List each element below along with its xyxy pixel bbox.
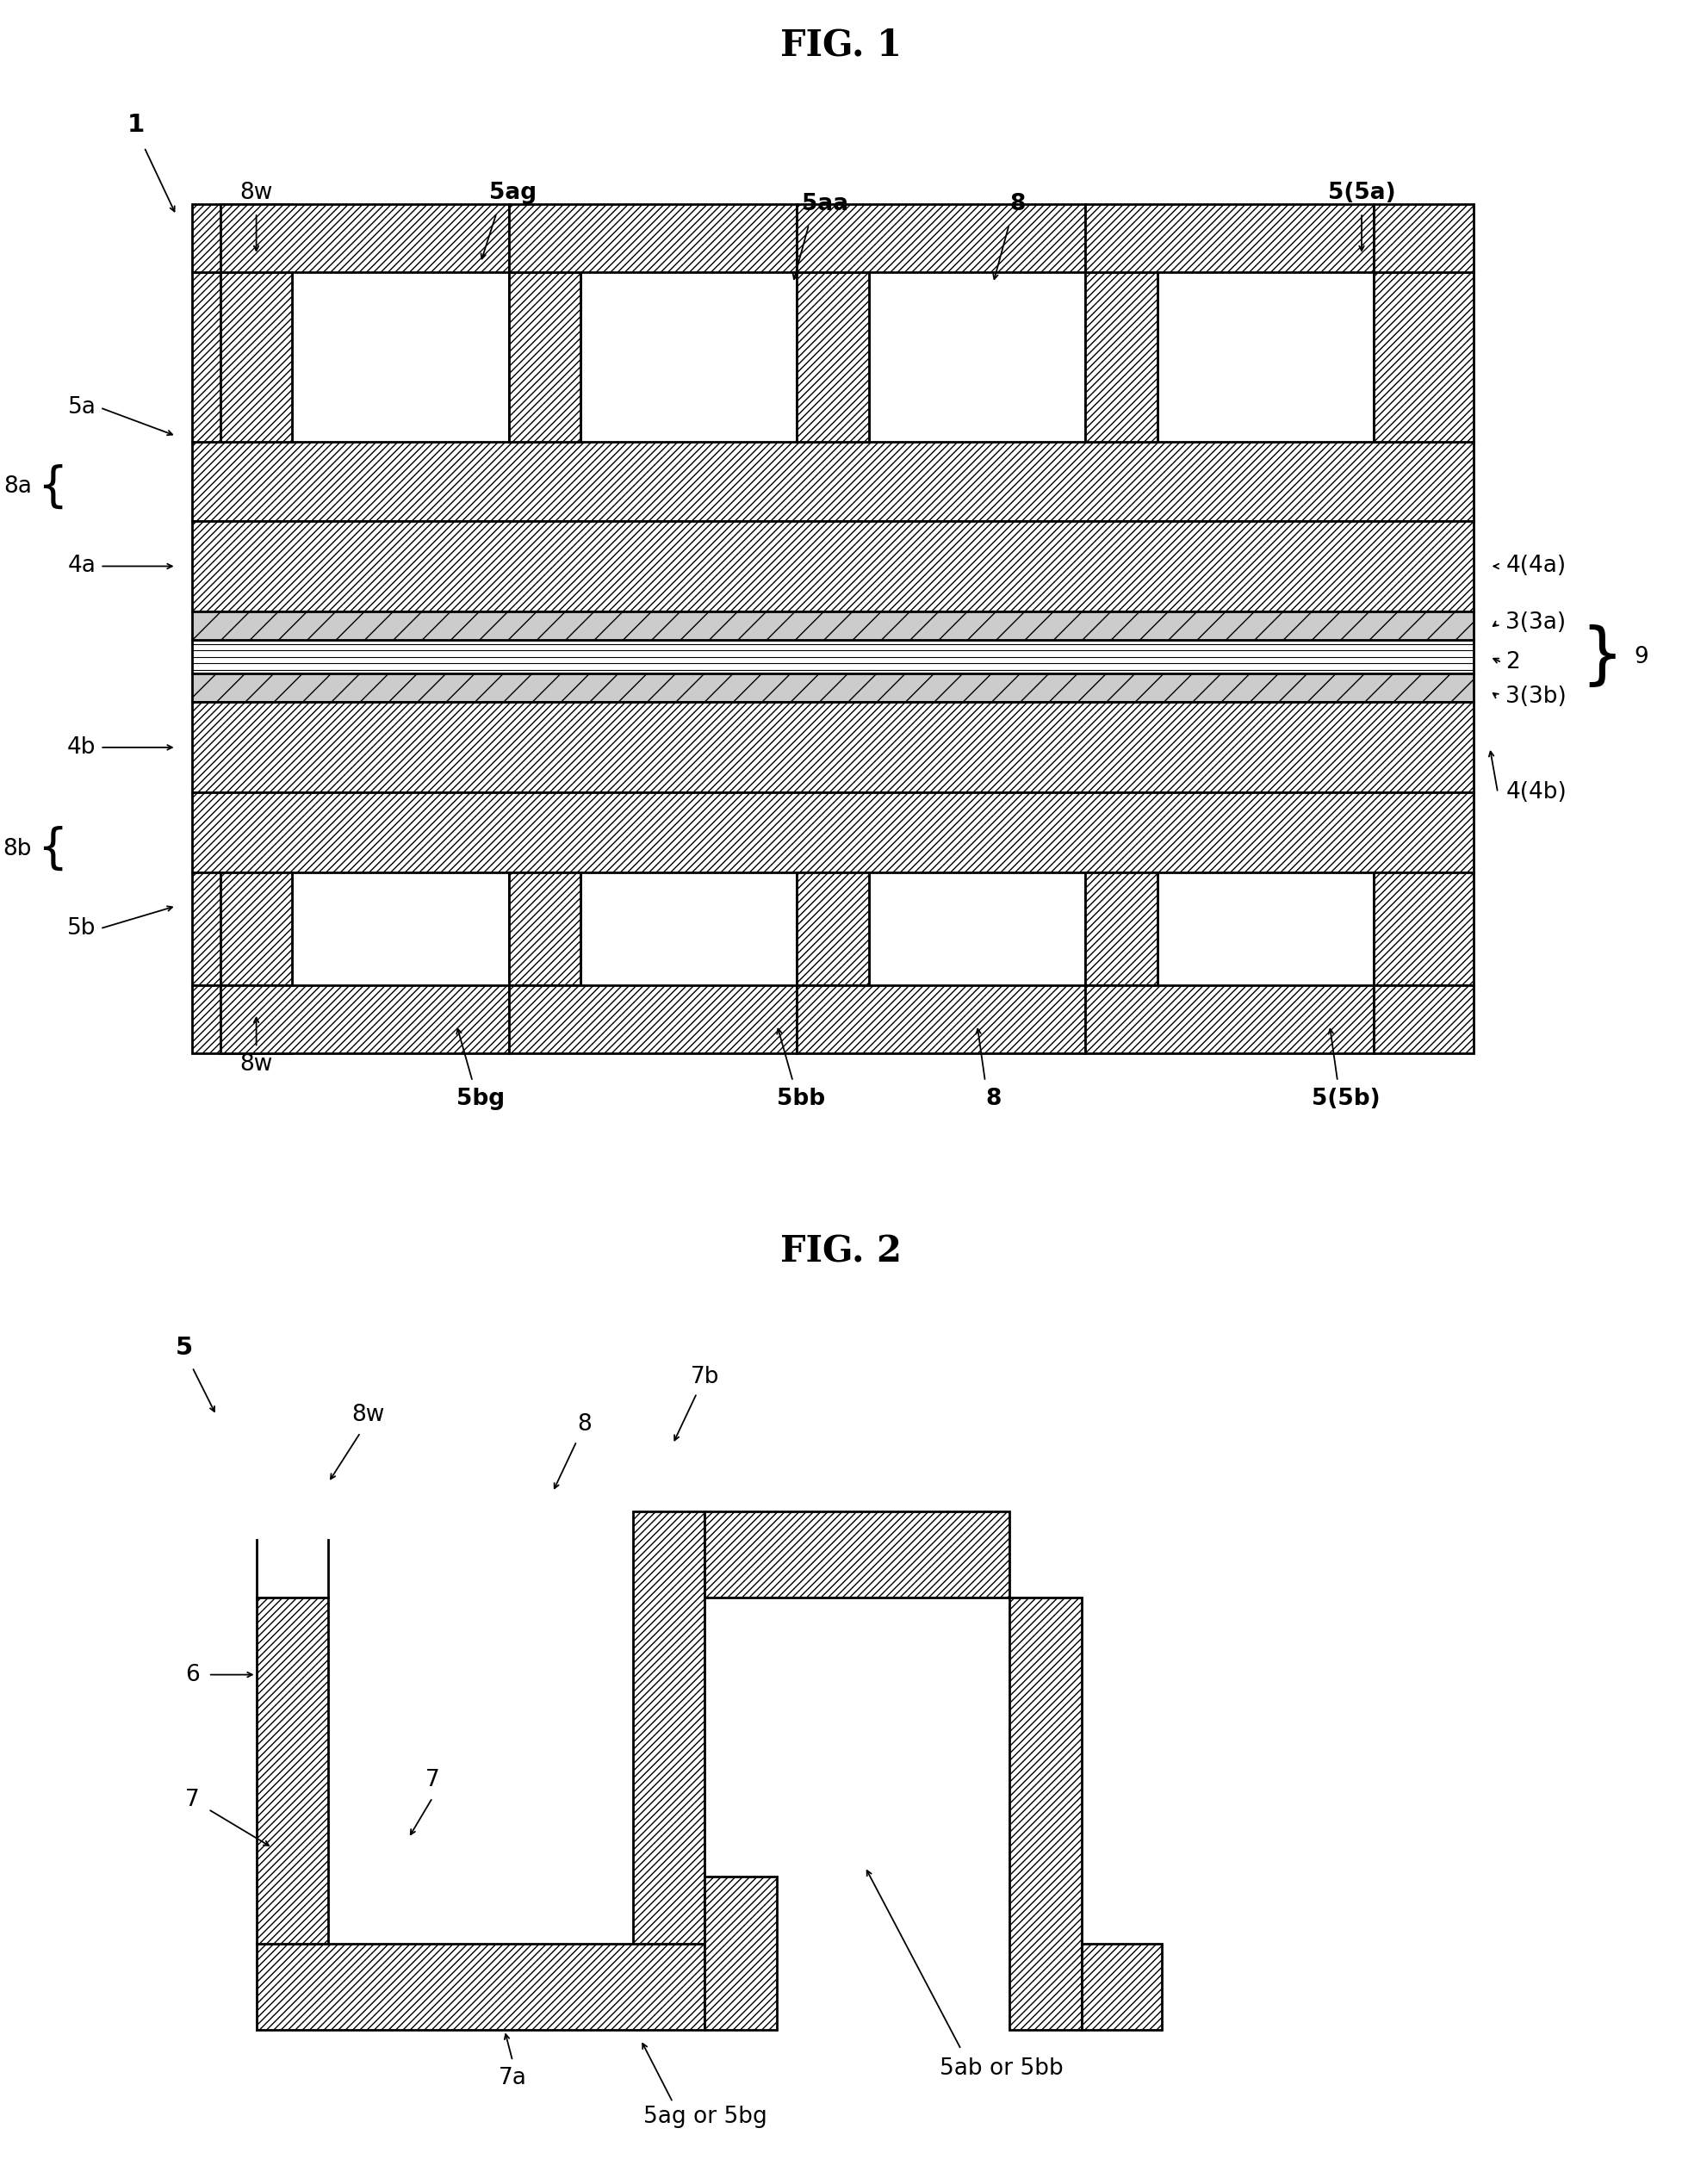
- Text: 8w: 8w: [241, 1053, 272, 1077]
- Bar: [192, 640, 1473, 675]
- Text: 9: 9: [1633, 646, 1648, 668]
- Text: 5aa: 5aa: [802, 192, 848, 214]
- Text: 1: 1: [128, 114, 145, 138]
- Bar: [192, 871, 293, 985]
- Bar: [1374, 871, 1473, 985]
- Bar: [1374, 271, 1473, 441]
- Text: 5bb: 5bb: [777, 1088, 826, 1109]
- Text: 5(5b): 5(5b): [1312, 1088, 1379, 1109]
- Bar: [1374, 871, 1447, 985]
- Bar: [705, 1511, 1009, 1599]
- Bar: [1085, 985, 1374, 1053]
- Text: 8b: 8b: [3, 839, 32, 860]
- Text: 5: 5: [175, 1337, 193, 1361]
- Bar: [508, 985, 797, 1053]
- Bar: [797, 871, 870, 985]
- Text: FIG. 2: FIG. 2: [780, 1234, 902, 1269]
- Bar: [508, 271, 580, 441]
- Bar: [1085, 871, 1157, 985]
- Text: 8: 8: [1009, 192, 1024, 214]
- Text: 8w: 8w: [241, 181, 272, 203]
- Text: 8a: 8a: [3, 476, 32, 498]
- Text: 7: 7: [185, 1789, 200, 1811]
- Bar: [1085, 271, 1157, 441]
- Bar: [192, 675, 1473, 701]
- Bar: [192, 441, 1473, 522]
- Text: 7a: 7a: [498, 2066, 526, 2090]
- Bar: [705, 1876, 777, 2031]
- Bar: [508, 871, 580, 985]
- Text: 6: 6: [185, 1664, 200, 1686]
- Bar: [220, 985, 508, 1053]
- Bar: [1374, 985, 1473, 1053]
- Text: 3(3b): 3(3b): [1505, 686, 1566, 708]
- Text: 5b: 5b: [67, 917, 96, 939]
- Text: 7b: 7b: [690, 1365, 720, 1389]
- Text: 5ag: 5ag: [489, 181, 537, 203]
- Bar: [220, 871, 293, 985]
- Text: 5a: 5a: [67, 397, 96, 419]
- Bar: [1009, 1599, 1082, 2031]
- Bar: [192, 522, 1473, 612]
- Bar: [797, 871, 870, 985]
- Text: 4a: 4a: [67, 555, 96, 577]
- Text: 4(4a): 4(4a): [1505, 555, 1566, 577]
- Bar: [797, 271, 870, 441]
- Bar: [1082, 1944, 1161, 2031]
- Bar: [508, 271, 580, 441]
- Bar: [508, 203, 797, 271]
- Text: 8w: 8w: [352, 1404, 385, 1426]
- Bar: [192, 271, 293, 441]
- Text: FIG. 1: FIG. 1: [780, 26, 902, 63]
- Bar: [1085, 271, 1157, 441]
- Bar: [797, 271, 870, 441]
- Bar: [192, 701, 1473, 793]
- Text: 4(4b): 4(4b): [1505, 782, 1566, 804]
- Text: {: {: [37, 826, 67, 874]
- Bar: [192, 612, 1473, 640]
- Text: 3(3a): 3(3a): [1505, 612, 1566, 633]
- Text: {: {: [37, 463, 67, 511]
- Bar: [1085, 203, 1374, 271]
- Bar: [220, 271, 293, 441]
- Bar: [1374, 271, 1447, 441]
- Text: 5bg: 5bg: [456, 1088, 505, 1109]
- Bar: [256, 1944, 705, 2031]
- Text: }: }: [1581, 625, 1623, 690]
- Bar: [220, 203, 508, 271]
- Text: 2: 2: [1505, 651, 1521, 673]
- Text: 7: 7: [426, 1769, 439, 1791]
- Text: 4b: 4b: [67, 736, 96, 758]
- Bar: [192, 985, 293, 1053]
- Text: 5(5a): 5(5a): [1327, 181, 1396, 203]
- Bar: [192, 203, 293, 271]
- Bar: [797, 985, 1085, 1053]
- Bar: [256, 1599, 328, 1944]
- Bar: [797, 203, 1085, 271]
- Text: 5ab or 5bb: 5ab or 5bb: [939, 2057, 1063, 2079]
- Bar: [1374, 203, 1473, 271]
- Bar: [192, 793, 1473, 871]
- Text: 5ag or 5bg: 5ag or 5bg: [643, 2105, 767, 2127]
- Text: 8: 8: [577, 1413, 592, 1437]
- Bar: [1085, 871, 1157, 985]
- Bar: [632, 1511, 705, 1944]
- Bar: [508, 871, 580, 985]
- Text: 8: 8: [986, 1088, 1001, 1109]
